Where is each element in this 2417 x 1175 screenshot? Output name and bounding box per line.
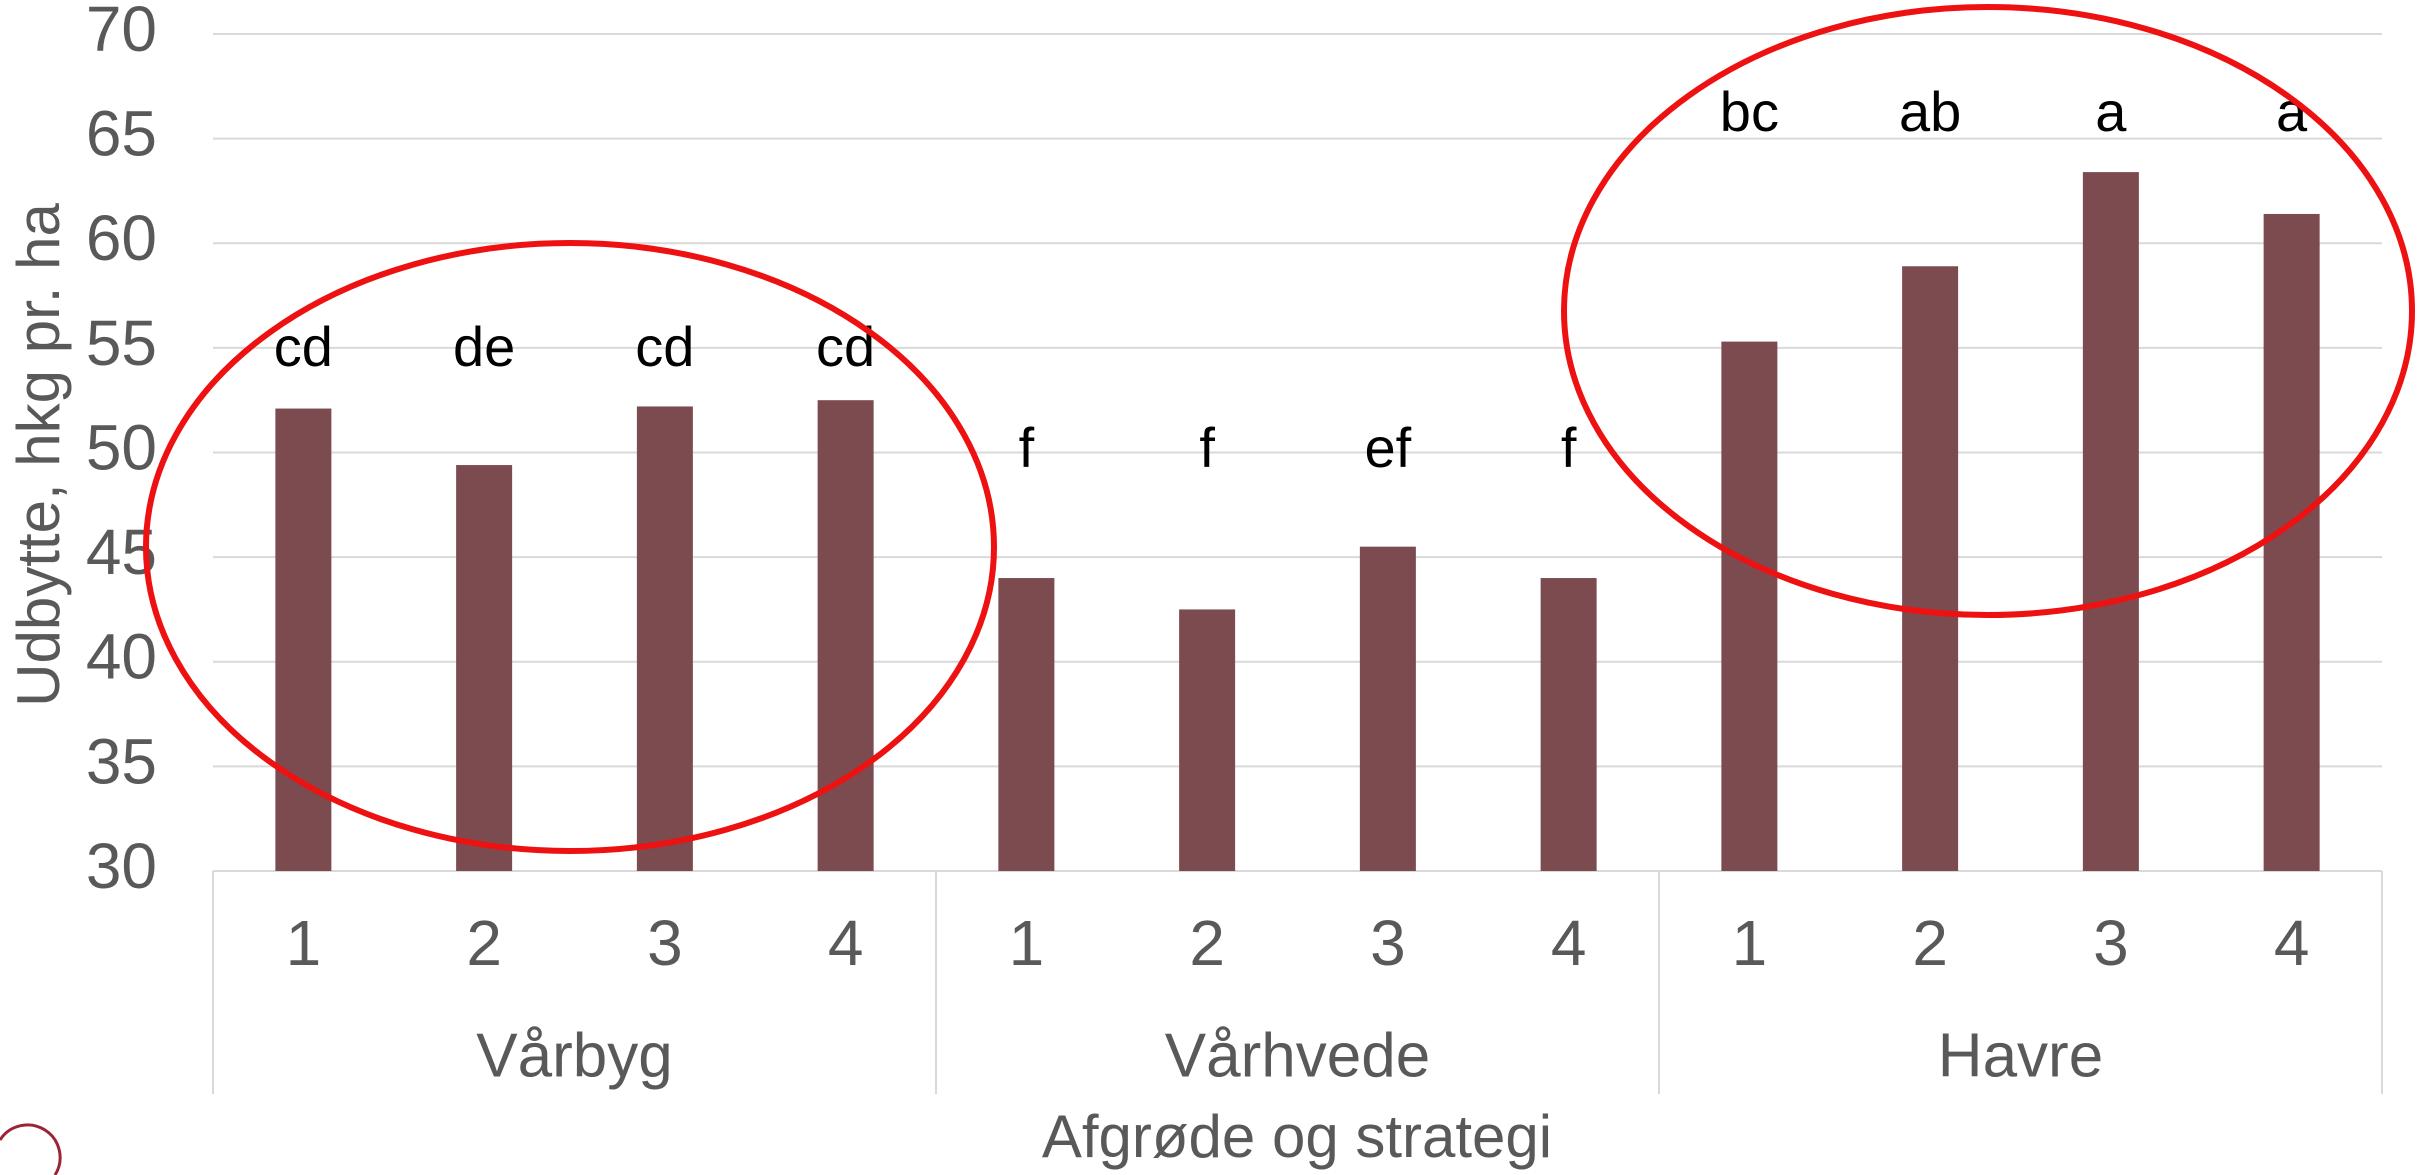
x-tick-label: 4 [1551,907,1587,979]
bar [1721,341,1778,871]
y-tick-label: 35 [86,725,157,797]
y-tick-label: 30 [86,830,157,902]
bar [456,465,513,871]
bar [817,400,874,871]
group-label: Vårhvede [1165,1021,1430,1090]
x-tick-label: 2 [1189,907,1225,979]
bar [1179,609,1236,871]
bar [998,578,1055,871]
bar [1540,578,1597,871]
bar [636,406,693,871]
group-label: Havre [1938,1021,2103,1090]
x-tick-label: 4 [828,907,864,979]
x-tick-label: 1 [1009,907,1045,979]
significance-letter: f [1561,416,1577,479]
y-axis-title: Udbytte, hkg pr. ha [5,203,72,707]
group-label: Vårbyg [476,1021,672,1090]
x-tick-label: 3 [2093,907,2129,979]
x-tick-label: 2 [1912,907,1948,979]
x-axis-title: Afgrøde og strategi [1042,1103,1552,1170]
x-tick-label: 2 [466,907,502,979]
y-tick-label: 40 [86,621,157,693]
y-tick-label: 50 [86,411,157,483]
bar [1359,546,1416,871]
significance-letter: cd [816,315,875,378]
significance-letter: ef [1365,416,1412,479]
significance-letter: cd [635,315,694,378]
x-tick-label: 3 [1370,907,1406,979]
y-tick-label: 65 [86,98,157,170]
logo [0,1123,62,1175]
significance-letter: a [2095,80,2127,143]
x-tick-label: 1 [286,907,322,979]
x-tick-label: 1 [1732,907,1768,979]
significance-letter: ab [1899,80,1961,143]
significance-letter: bc [1720,80,1779,143]
x-tick-label: 3 [647,907,683,979]
significance-letter: f [1199,416,1215,479]
y-tick-label: 70 [86,0,157,65]
significance-letter: f [1019,416,1035,479]
bar [2263,213,2320,871]
highlight-ellipse [143,240,997,854]
y-tick-label: 60 [86,202,157,274]
significance-letter: de [453,315,515,378]
x-tick-label: 4 [2274,907,2310,979]
bar [275,408,332,871]
bar [1902,266,1959,872]
bar [2082,172,2139,872]
highlight-ellipse [1561,4,2415,618]
y-tick-label: 55 [86,307,157,379]
